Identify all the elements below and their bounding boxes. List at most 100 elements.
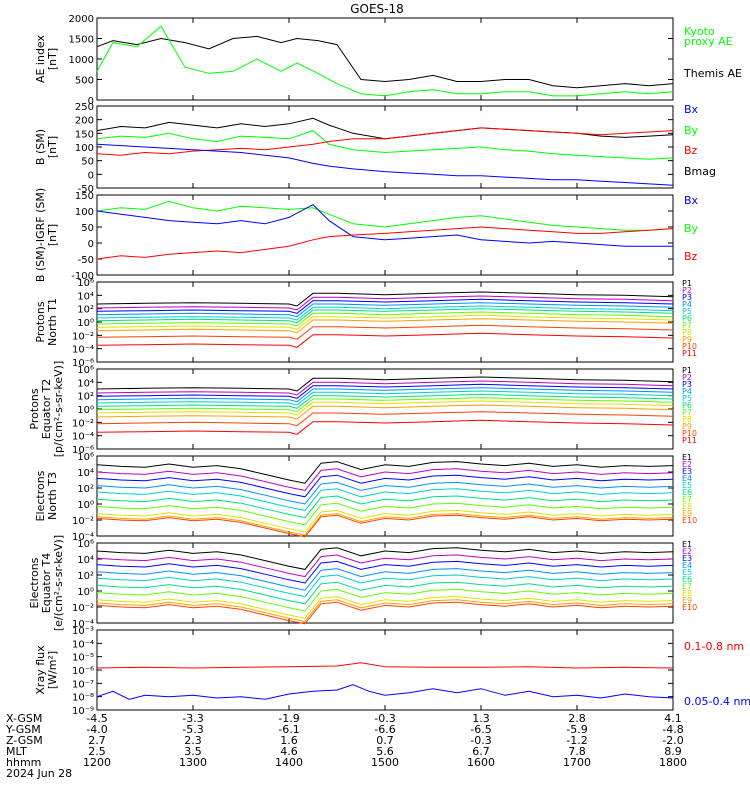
footer-value: -4.8: [662, 723, 684, 736]
series-line-6: [96, 495, 674, 519]
legend-entry: P11: [682, 436, 697, 445]
y-axis-label: Electrons: [34, 470, 47, 521]
y-tick-label: 10²: [77, 571, 94, 582]
series-line-9: [96, 513, 674, 536]
legend-entry: E8: [682, 589, 692, 598]
legend-entry: P8: [682, 415, 692, 424]
y-tick-label: 10⁰: [77, 500, 94, 511]
series-line-8: [96, 400, 674, 416]
date-label: 2024 Jun 28: [6, 767, 73, 780]
legend-entry: Bmag: [684, 165, 716, 178]
y-tick-label: 10⁻⁷: [72, 679, 94, 690]
footer-value: -1.9: [278, 712, 300, 725]
panel-frame: [96, 17, 674, 101]
footer-value: 2.8: [568, 712, 586, 725]
legend-entry: E1: [682, 453, 692, 462]
legend-entry: 0.1-0.8 nm: [684, 640, 744, 653]
y-tick-label: 10⁻⁴: [72, 532, 94, 543]
legend-entry: E4: [682, 561, 692, 570]
series-line-5: [96, 488, 674, 511]
y-tick-label: 200: [75, 116, 94, 127]
y-tick-label: -50: [78, 255, 94, 266]
y-tick-label: 10⁴: [77, 378, 94, 389]
series-line-3: [96, 298, 674, 314]
legend-entry: proxy AE: [684, 35, 733, 48]
y-tick-label: 10²: [77, 484, 94, 495]
footer-value: -6.5: [470, 723, 492, 736]
series-line-3: [96, 383, 674, 399]
series-line-1: [96, 200, 674, 231]
legend-entry: Bx: [684, 194, 699, 207]
footer-value: -2.0: [662, 734, 684, 747]
y-axis-label: B (SM): [34, 129, 47, 165]
y-tick-label: 0: [88, 170, 94, 181]
y-tick-label: 10⁻³: [72, 626, 94, 637]
footer-value: 1800: [659, 756, 687, 769]
series-line-10: [96, 411, 674, 427]
panel-5: 10⁻⁶ 10⁻⁴ 10⁻² 10⁰ 10² 10⁴ 10⁶ Protons Equator T…: [28, 361, 697, 458]
y-tick-label: 10⁶: [77, 452, 94, 463]
footer-value: 2.3: [184, 734, 202, 747]
y-tick-label: 10⁻²: [72, 516, 94, 527]
footer-value: -1.2: [566, 734, 588, 747]
legend-entry: P6: [682, 401, 692, 410]
legend-entry: E3: [682, 554, 692, 563]
y-axis-label: Equator T4: [40, 553, 53, 613]
y-tick-label: -50: [78, 184, 94, 195]
series-line-7: [96, 397, 674, 413]
y-tick-label: 10⁰: [77, 587, 94, 598]
legend-entry: P2: [682, 286, 692, 295]
panel-frame: [96, 194, 674, 276]
y-axis-label: [e/(cm²-s-sr-keV)]: [52, 535, 65, 631]
series-line-5: [96, 305, 674, 321]
series-line-8: [96, 509, 674, 533]
legend-entry: P1: [682, 279, 692, 288]
footer-value: 1700: [563, 756, 591, 769]
panel-frame: [96, 629, 674, 711]
legend-entry: P9: [682, 335, 692, 344]
legend-entry: Bz: [684, 250, 698, 263]
series-line-3: [96, 226, 674, 260]
legend-entry: E1: [682, 540, 692, 549]
legend-entry: P8: [682, 328, 692, 337]
series-line-8: [96, 596, 674, 619]
footer-value: 2.7: [88, 734, 106, 747]
y-tick-label: 500: [75, 76, 94, 87]
footer-value: 8.9: [664, 745, 682, 758]
y-tick-label: 100: [75, 143, 94, 154]
series-line-4: [96, 302, 674, 318]
legend-entry: P9: [682, 422, 692, 431]
series-line-2: [96, 203, 673, 247]
footer-value: -4.5: [86, 712, 108, 725]
y-tick-label: 10⁻⁶: [72, 445, 94, 456]
series-line-3: [96, 474, 674, 498]
legend-entry: E2: [682, 460, 692, 469]
legend-entry: E7: [682, 582, 692, 591]
y-tick-label: 10⁶: [77, 539, 94, 550]
series-line-2: [96, 684, 674, 700]
series-line-11: [96, 419, 674, 435]
legend-entry: E9: [682, 596, 692, 605]
legend-entry: P7: [682, 321, 692, 330]
legend-entry: P5: [682, 394, 692, 403]
y-axis-label: [W/m²]: [46, 651, 59, 689]
legend-entry: P4: [682, 387, 692, 396]
y-axis-label: Protons: [34, 301, 47, 342]
y-axis-label: AE index: [34, 34, 47, 83]
legend-entry: E4: [682, 474, 692, 483]
y-tick-label: 10⁰: [77, 405, 94, 416]
series-line-7: [96, 588, 674, 612]
series-line-2: [96, 380, 674, 396]
legend-entry: P2: [682, 373, 692, 382]
y-tick-label: 10⁻²: [72, 331, 94, 342]
series-line-4: [96, 568, 674, 591]
series-line-5: [96, 574, 674, 598]
footer-row-label: X-GSM: [6, 712, 43, 725]
y-tick-label: 1000: [69, 55, 94, 66]
footer-value: -6.6: [374, 723, 396, 736]
footer-row-label: MLT: [6, 745, 27, 758]
series-line-1: [96, 662, 674, 669]
series-line-6: [96, 581, 674, 605]
series-line-7: [96, 502, 674, 526]
